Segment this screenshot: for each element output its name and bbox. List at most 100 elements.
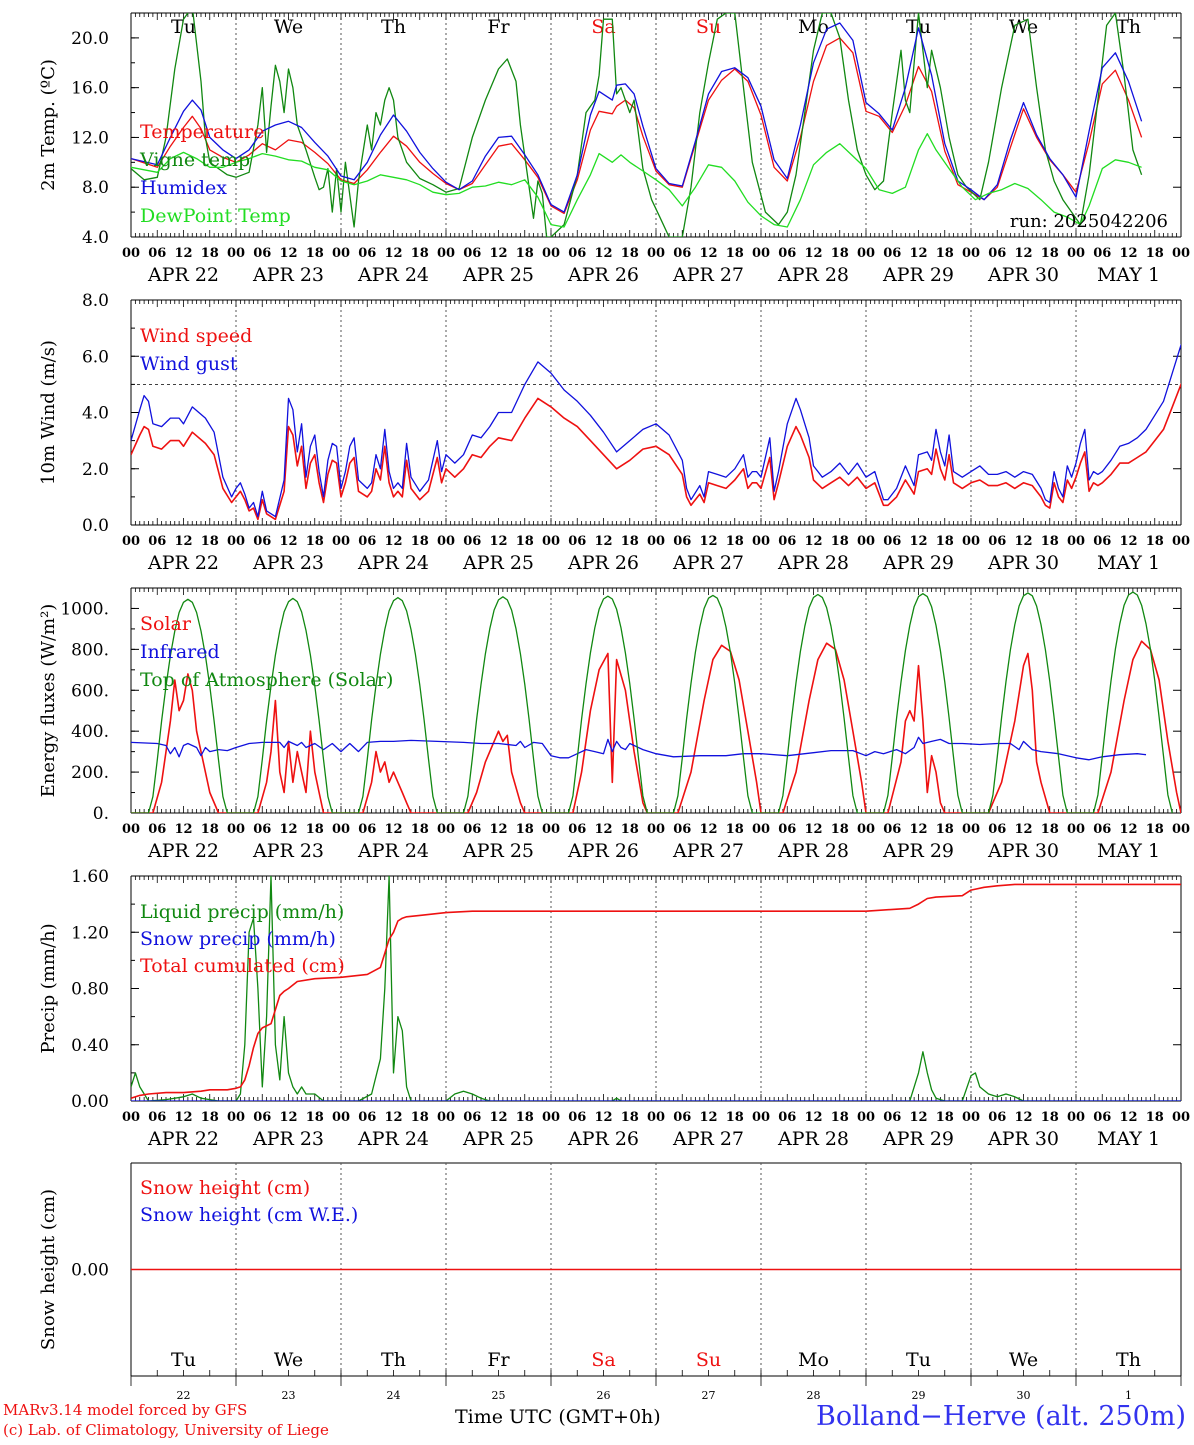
hour-tick-label: 00	[227, 822, 245, 837]
hour-tick-label: 12	[1119, 534, 1137, 549]
hour-tick-label: 12	[909, 534, 927, 549]
hour-tick-label: 00	[1067, 246, 1085, 261]
y-tick-label: 0.	[93, 804, 109, 824]
hour-tick-label: 06	[253, 246, 271, 261]
hour-tick-label: 12	[909, 246, 927, 261]
legend-entry: DewPoint Temp	[140, 205, 291, 227]
hour-tick-label: 18	[1146, 534, 1164, 549]
series-line-infrared	[131, 736, 1147, 761]
date-label: APR 30	[987, 840, 1059, 862]
hour-tick-label: 06	[988, 534, 1006, 549]
hour-tick-label: 18	[1041, 822, 1059, 837]
hour-tick-label: 12	[384, 246, 402, 261]
hour-tick-label: 06	[778, 1110, 796, 1125]
hour-tick-label: 12	[804, 822, 822, 837]
date-label: MAY 1	[1097, 264, 1160, 286]
hour-tick-label: 18	[831, 246, 849, 261]
hour-tick-label: 00	[857, 822, 875, 837]
hour-tick-label: 06	[1093, 1110, 1111, 1125]
hour-tick-label: 18	[936, 246, 954, 261]
hour-tick-label: 00	[857, 246, 875, 261]
hour-tick-label: 00	[1172, 1110, 1190, 1125]
y-tick-label: 2.0	[82, 460, 109, 480]
hour-tick-label: 12	[699, 1110, 717, 1125]
series-line-wind-speed	[131, 382, 1181, 521]
legend-entry: Top of Atmosphere (Solar)	[140, 669, 393, 691]
hour-tick-label: 18	[411, 1110, 429, 1125]
y-tick-label: 1000.	[60, 599, 109, 619]
legend-entry: Solar	[140, 613, 192, 635]
hour-tick-label: 06	[253, 534, 271, 549]
day-name-label: Th	[1116, 1349, 1141, 1371]
y-tick-label: 20.0	[71, 29, 109, 49]
hour-tick-label: 06	[568, 1110, 586, 1125]
y-tick-label: 0.00	[71, 1261, 109, 1281]
run-label: run: 2025042206	[1010, 211, 1168, 232]
date-label: APR 28	[777, 840, 849, 862]
day-name-label: Th	[381, 1349, 406, 1371]
hour-tick-label: 00	[437, 246, 455, 261]
hour-tick-label: 18	[516, 534, 534, 549]
hour-tick-label: 06	[673, 822, 691, 837]
date-label: APR 30	[987, 552, 1059, 574]
date-label: APR 23	[252, 552, 324, 574]
day-name-label: Tu	[906, 16, 931, 38]
hour-tick-label: 00	[962, 1110, 980, 1125]
hour-tick-label: 00	[857, 1110, 875, 1125]
hour-tick-label: 00	[542, 822, 560, 837]
hour-tick-label: 06	[358, 246, 376, 261]
y-tick-label: 0.80	[71, 980, 109, 1000]
hour-tick-label: 00	[122, 246, 140, 261]
hour-tick-label: 00	[647, 246, 665, 261]
hour-tick-label: 00	[122, 534, 140, 549]
y-axis-label: Energy fluxes (W/m²)	[38, 604, 59, 798]
y-axis-label: 10m Wind (m/s)	[38, 340, 59, 485]
hour-tick-label: 00	[1172, 534, 1190, 549]
hour-tick-label: 12	[699, 534, 717, 549]
hour-tick-label: 06	[883, 1110, 901, 1125]
hour-tick-label: 06	[673, 1110, 691, 1125]
hour-tick-label: 06	[988, 822, 1006, 837]
hour-tick-label: 12	[594, 1110, 612, 1125]
hour-tick-label: 00	[962, 534, 980, 549]
hour-tick-label: 12	[279, 822, 297, 837]
day-name-label: Tu	[171, 16, 196, 38]
hour-tick-label: 06	[253, 822, 271, 837]
hour-tick-label: 12	[594, 534, 612, 549]
y-tick-label: 4.0	[82, 404, 109, 424]
hour-tick-label: 12	[909, 1110, 927, 1125]
hour-tick-label: 00	[647, 1110, 665, 1125]
day-name-label: We	[1009, 16, 1038, 38]
day-name-label: Mo	[798, 16, 829, 38]
date-label: MAY 1	[1097, 1128, 1160, 1150]
hour-tick-label: 06	[673, 246, 691, 261]
hour-tick-label: 18	[306, 246, 324, 261]
y-tick-label: 8.0	[82, 178, 109, 198]
day-number-label: 29	[912, 1389, 926, 1402]
legend-entry: Total cumulated (cm)	[140, 955, 345, 977]
legend-entry: Infrared	[140, 641, 220, 663]
hour-tick-label: 00	[332, 822, 350, 837]
y-tick-label: 12.0	[71, 128, 109, 148]
date-label: APR 24	[357, 552, 429, 574]
day-name-label: Tu	[906, 1349, 931, 1371]
panel-wind: 0.0 2.0 4.0 6.0 8.0 10m Wind (m/s) 00 06 12 18 00 0…	[38, 291, 1190, 574]
y-tick-label: 16.0	[71, 79, 109, 99]
hour-tick-label: 12	[384, 1110, 402, 1125]
date-label: APR 26	[567, 840, 639, 862]
hour-tick-label: 12	[1014, 534, 1032, 549]
hour-tick-label: 00	[332, 1110, 350, 1125]
hour-tick-label: 18	[831, 534, 849, 549]
hour-tick-label: 00	[647, 534, 665, 549]
date-label: APR 23	[252, 840, 324, 862]
y-tick-label: 800.	[71, 640, 109, 660]
hour-tick-label: 00	[227, 534, 245, 549]
hour-tick-label: 18	[726, 1110, 744, 1125]
hour-tick-label: 12	[489, 534, 507, 549]
y-tick-label: 600.	[71, 681, 109, 701]
hour-tick-label: 06	[568, 534, 586, 549]
date-label: APR 25	[462, 264, 534, 286]
hour-tick-label: 12	[174, 1110, 192, 1125]
panel-precip: 0.00 0.40 0.80 1.20 1.60 Precip (mm/h) 00 06 12 1…	[38, 867, 1190, 1150]
day-name-label: Th	[381, 16, 406, 38]
